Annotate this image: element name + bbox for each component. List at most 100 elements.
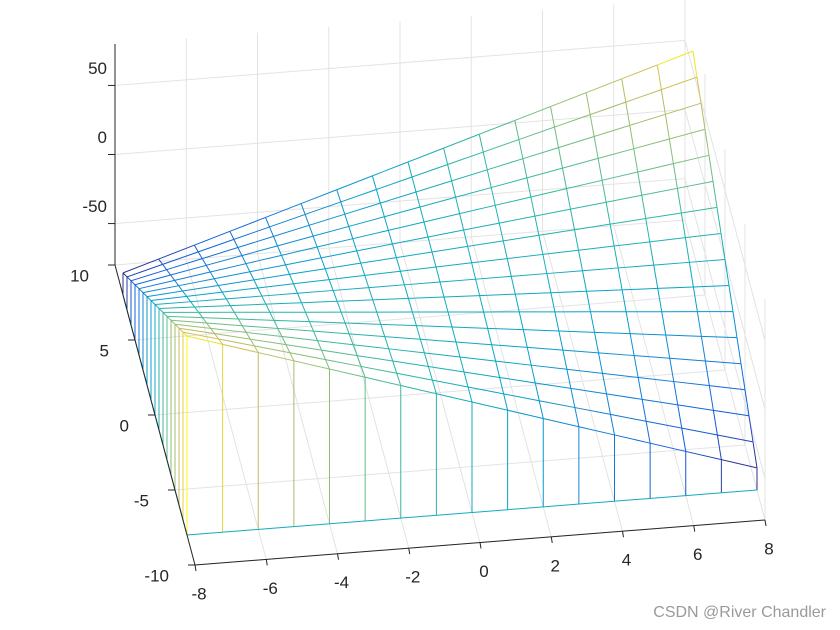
mesh-edge: [708, 155, 714, 182]
mesh-edge: [494, 205, 500, 224]
mesh-edge: [530, 196, 536, 217]
mesh-edge: [435, 266, 441, 283]
mesh-edge: [656, 64, 662, 90]
mesh-edge: [649, 237, 686, 243]
mesh-edge: [269, 226, 274, 237]
mesh-edge: [459, 204, 496, 215]
mesh-edge: [522, 329, 528, 348]
mesh-edge: [265, 302, 302, 305]
mesh-edge: [364, 270, 401, 276]
x-tick: [764, 519, 767, 527]
mesh-edge: [321, 349, 358, 357]
mesh-edge: [475, 275, 512, 280]
mesh-edge: [507, 409, 544, 419]
mesh-edge: [629, 113, 666, 126]
mesh-edge: [447, 311, 453, 328]
mesh-edge: [142, 292, 148, 297]
mesh-edge: [554, 126, 559, 148]
mesh-edge: [403, 284, 409, 299]
mesh-edge: [669, 128, 706, 140]
mesh-edge: [570, 387, 607, 395]
mesh-edge: [265, 303, 271, 313]
mesh-edge: [427, 236, 433, 253]
mesh-edge: [712, 410, 718, 436]
mesh-edge: [384, 336, 421, 340]
mesh-edge: [728, 285, 734, 312]
mesh-edge: [158, 308, 164, 313]
mesh-edge: [621, 64, 658, 80]
mesh-edge: [479, 119, 516, 135]
mesh-edge: [499, 376, 536, 384]
mesh-edge: [396, 251, 433, 259]
mesh-edge: [166, 315, 203, 319]
mesh-edge: [677, 180, 714, 189]
mesh-edge: [372, 299, 378, 313]
mesh-edge: [499, 215, 535, 224]
mesh-edge: [297, 289, 334, 294]
z-tick-label: 50: [88, 59, 107, 78]
mesh-edge: [471, 258, 508, 264]
mesh-edge: [313, 330, 318, 341]
mesh-edge: [641, 187, 678, 196]
mesh-edge: [443, 296, 449, 313]
mesh-edge: [514, 120, 520, 140]
grid-line: [134, 294, 706, 341]
mesh-edge: [194, 230, 231, 246]
mesh-edge: [467, 386, 504, 395]
mesh-edge: [451, 326, 457, 343]
mesh-edge: [226, 295, 262, 300]
mesh-edge: [467, 240, 504, 247]
mesh-edge: [372, 161, 409, 177]
mesh-edge: [258, 352, 294, 362]
mesh-edge: [308, 213, 345, 226]
mesh-edge: [478, 134, 484, 153]
mesh-edge: [526, 347, 532, 366]
mesh-edge: [443, 148, 449, 165]
mesh-edge: [316, 246, 322, 259]
mesh-edge: [431, 380, 437, 394]
mesh-edge: [166, 315, 172, 321]
mesh-edge: [214, 271, 250, 280]
mesh-edge: [277, 327, 314, 332]
mesh-edge: [736, 337, 742, 364]
mesh-edge: [206, 322, 243, 327]
mesh-edge: [130, 269, 167, 282]
mesh-edge: [257, 287, 263, 297]
mesh-edge: [661, 311, 667, 336]
mesh-edge: [134, 284, 140, 290]
mesh-edge: [253, 345, 259, 353]
mesh-edge: [388, 348, 425, 354]
mesh-edge: [526, 167, 563, 179]
mesh-edge: [713, 409, 750, 417]
mesh-edge: [245, 332, 251, 340]
mesh-edge: [490, 187, 496, 206]
mesh-edge: [408, 296, 445, 299]
watermark: CSDN @River Chandler: [653, 604, 826, 621]
mesh-edge: [214, 333, 220, 340]
mesh-edge: [685, 232, 722, 239]
x-tick-label: 4: [622, 551, 631, 570]
mesh-edge: [471, 401, 508, 411]
mesh-edge: [463, 371, 469, 388]
mesh-edge: [170, 319, 207, 324]
mesh-edge: [122, 272, 128, 278]
mesh-edge: [700, 103, 706, 130]
grid-line: [174, 444, 746, 491]
mesh-edge: [672, 163, 678, 189]
mesh-edge: [233, 226, 270, 240]
mesh-edge: [582, 267, 619, 272]
mesh-edge: [352, 229, 389, 240]
mesh-edge: [491, 177, 528, 189]
mesh-edge: [333, 287, 369, 291]
mesh-edge: [261, 292, 298, 297]
x-tick: [622, 531, 624, 538]
mesh-edge: [479, 293, 516, 297]
mesh-edge: [542, 254, 548, 274]
mesh-edge: [673, 381, 710, 387]
mesh-edge: [622, 287, 658, 291]
mesh-edge: [629, 333, 635, 356]
mesh-edge: [589, 114, 595, 137]
mesh-edge: [317, 340, 322, 351]
mesh-edge: [222, 287, 258, 293]
mesh-edge: [562, 349, 599, 354]
